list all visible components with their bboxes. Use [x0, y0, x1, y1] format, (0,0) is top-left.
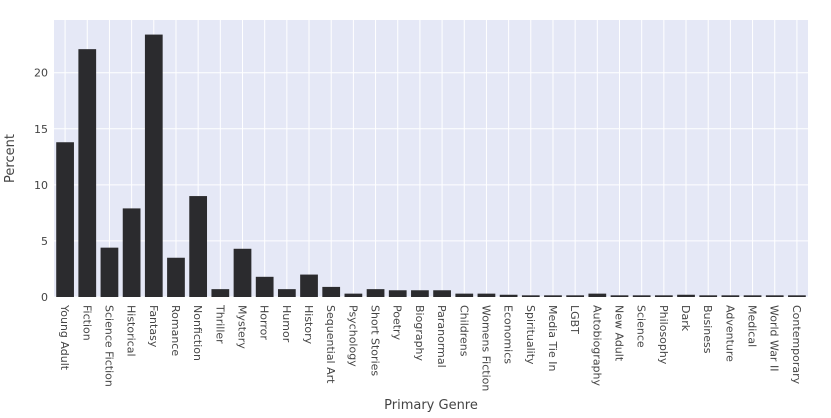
x-tick-label: Business — [701, 305, 714, 354]
x-tick-label: Economics — [502, 305, 515, 364]
bar-spirituality[interactable] — [521, 295, 540, 297]
x-tick-label: Mystery — [236, 305, 249, 349]
x-tick-label: Biography — [413, 305, 426, 362]
bar-lgbt[interactable] — [566, 295, 585, 297]
x-tick-label: Poetry — [391, 305, 404, 341]
bar-mystery[interactable] — [233, 248, 252, 297]
bar-womens-fiction[interactable] — [477, 293, 496, 297]
bar-young-adult[interactable] — [56, 142, 74, 297]
x-tick-label: History — [302, 305, 315, 345]
bar-sequential-art[interactable] — [322, 286, 341, 297]
x-tick-label: Childrens — [457, 305, 470, 357]
y-tick-label: 0 — [41, 291, 48, 304]
bar-nonfiction[interactable] — [189, 196, 208, 297]
x-tick-label: Medical — [746, 305, 759, 347]
x-tick-label: Young Adult — [58, 304, 71, 371]
x-tick-label: Adventure — [723, 305, 736, 362]
x-tick-label: Horror — [258, 305, 271, 340]
x-tick-label: Media Tie In — [546, 305, 559, 371]
bar-science[interactable] — [632, 295, 651, 297]
y-tick-label: 5 — [41, 235, 48, 248]
y-tick-labels: 0 5 10 15 20 — [34, 67, 48, 304]
x-tick-label: Autobiography — [590, 305, 603, 387]
bar-thriller[interactable] — [211, 289, 230, 297]
bar-fantasy[interactable] — [144, 34, 163, 297]
bar-biography[interactable] — [411, 290, 429, 297]
bar-media-tie-in[interactable] — [544, 295, 562, 297]
x-tick-label: Contemporary — [790, 305, 803, 385]
x-tick-label: Nonfiction — [191, 305, 204, 361]
bar-romance[interactable] — [167, 257, 185, 297]
x-tick-label: Sequential Art — [324, 305, 337, 384]
bar-psychology[interactable] — [344, 293, 363, 297]
bar-humor[interactable] — [277, 289, 296, 297]
x-tick-label: Fantasy — [147, 305, 160, 348]
x-tick-label: Fiction — [80, 305, 93, 341]
x-tick-label: Spirituality — [524, 305, 537, 365]
x-tick-label: Paranormal — [435, 305, 448, 368]
x-tick-label: World War II — [768, 305, 781, 371]
x-tick-label: Short Stories — [369, 305, 382, 376]
bar-autobiography[interactable] — [588, 293, 607, 297]
x-tick-label: LGBT — [568, 305, 581, 334]
x-tick-label: Humor — [280, 305, 293, 343]
bar-philosophy[interactable] — [654, 295, 673, 297]
x-tick-label: Psychology — [346, 305, 359, 367]
bar-short-stories[interactable] — [366, 289, 385, 297]
x-tick-label: Dark — [679, 305, 692, 332]
bar-historical[interactable] — [122, 208, 141, 297]
y-tick-label: 20 — [34, 67, 48, 80]
bar-world-war-ii[interactable] — [765, 295, 784, 297]
bar-medical[interactable] — [743, 295, 762, 297]
y-tick-label: 15 — [34, 123, 48, 136]
x-tick-label: Philosophy — [657, 305, 670, 365]
bar-horror[interactable] — [255, 276, 274, 297]
plot-background — [54, 20, 808, 297]
bar-business[interactable] — [699, 295, 718, 297]
x-tick-label: Science Fiction — [102, 305, 115, 387]
bar-childrens[interactable] — [455, 293, 474, 297]
bar-economics[interactable] — [499, 294, 518, 297]
bar-new-adult[interactable] — [610, 295, 629, 297]
x-tick-label: Science — [635, 305, 648, 348]
bar-paranormal[interactable] — [433, 290, 451, 297]
x-tick-label: Romance — [169, 305, 182, 356]
bar-fiction[interactable] — [78, 49, 97, 297]
y-tick-label: 10 — [34, 179, 48, 192]
bar-history[interactable] — [300, 274, 318, 297]
x-tick-label: Thriller — [213, 304, 226, 344]
x-tick-labels: Young Adult Fiction Science Fiction Histori… — [58, 304, 803, 391]
bar-dark[interactable] — [677, 294, 695, 297]
bars — [56, 34, 806, 297]
x-tick-label: Historical — [125, 305, 138, 357]
x-tick-label: Womens Fiction — [479, 305, 492, 391]
bar-poetry[interactable] — [388, 290, 407, 297]
bar-contemporary[interactable] — [788, 295, 806, 297]
bar-science-fiction[interactable] — [100, 247, 119, 297]
y-axis-title: Percent — [3, 134, 18, 183]
bar-adventure[interactable] — [721, 295, 740, 297]
x-axis-title: Primary Genre — [384, 398, 478, 413]
x-tick-label: New Adult — [613, 305, 626, 362]
